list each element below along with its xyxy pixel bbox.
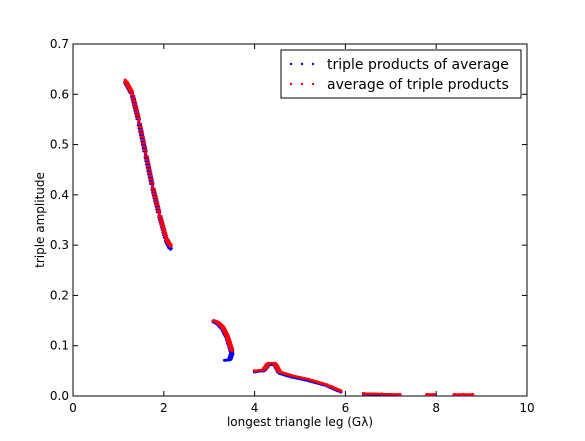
data-point [140, 122, 143, 125]
data-point [161, 219, 165, 222]
data-point [150, 171, 153, 174]
y-tick-label: 0.6 [50, 87, 69, 101]
legend-dot [300, 82, 304, 86]
data-point [398, 392, 402, 397]
y-tick-label: 0.2 [50, 288, 69, 302]
data-point [134, 99, 137, 103]
legend-dot [311, 62, 315, 66]
data-point [130, 91, 134, 95]
data-point [150, 174, 154, 178]
legend-dot [289, 82, 293, 86]
data-point [223, 358, 227, 362]
data-point [165, 232, 168, 235]
data-point [137, 118, 141, 123]
data-point [136, 108, 139, 111]
data-point [470, 392, 475, 397]
data-point [156, 198, 159, 201]
data-point [140, 125, 143, 129]
x-tick-label: 8 [432, 401, 440, 415]
data-point [154, 193, 158, 196]
data-point [135, 105, 139, 108]
data-point [144, 151, 148, 155]
data-point [165, 234, 169, 237]
data-point [163, 224, 166, 227]
data-point [142, 132, 145, 135]
x-tick-label: 6 [342, 401, 350, 415]
x-tick-label: 0 [69, 401, 77, 415]
data-point [148, 161, 151, 165]
data-point [144, 145, 147, 148]
data-point [154, 190, 157, 193]
data-point [339, 389, 343, 393]
data-point [160, 214, 163, 218]
data-point [141, 129, 144, 132]
legend-label-1: average of triple products [327, 77, 509, 93]
data-point [148, 165, 152, 168]
data-point [151, 178, 154, 181]
y-tick-label: 0.3 [50, 238, 69, 252]
legend-dot [289, 62, 293, 66]
y-tick-label: 0.0 [50, 389, 69, 403]
data-point [143, 138, 146, 142]
legend-box [280, 49, 522, 99]
data-point [157, 201, 160, 204]
y-tick-label: 0.1 [50, 339, 69, 353]
data-point [157, 204, 160, 207]
data-point [150, 184, 155, 188]
x-tick-label: 4 [251, 401, 259, 415]
axis-ticks: 0 2 4 6 8 10 0.0 0.1 0.2 0.3 0.4 0.5 0.6 0.7 [50, 37, 535, 415]
data-point [147, 158, 150, 161]
data-point [161, 217, 164, 220]
data-point [137, 113, 141, 117]
data-point [133, 97, 137, 100]
data-point [135, 102, 138, 105]
data-point [133, 94, 136, 97]
data-point [169, 244, 173, 248]
data-point [157, 211, 161, 216]
series-1 [123, 78, 475, 397]
data-point [142, 135, 145, 138]
data-point [158, 206, 161, 210]
data-point [155, 195, 158, 198]
data-point [144, 142, 147, 145]
legend-dot [300, 62, 304, 66]
legend-label-0: triple products of average [327, 57, 509, 73]
series-layer [123, 78, 475, 397]
data-point [230, 349, 234, 353]
data-point [152, 181, 155, 184]
data-point [163, 227, 167, 230]
y-tick-label: 0.4 [50, 188, 69, 202]
data-point [153, 187, 156, 190]
data-point [138, 116, 141, 119]
data-point [432, 392, 436, 397]
x-tick-label: 2 [160, 401, 168, 415]
data-point [162, 222, 165, 225]
data-point [145, 148, 148, 151]
y-tick-label: 0.5 [50, 138, 69, 152]
data-point [137, 111, 140, 114]
x-tick-label: 10 [519, 401, 534, 415]
legend-marker-0 [289, 62, 315, 66]
legend-dot [311, 82, 315, 86]
data-point [149, 168, 152, 171]
data-point [146, 155, 150, 158]
legend-marker-1 [289, 82, 315, 86]
plot-area [72, 43, 528, 397]
legend: triple products of average average of tr… [280, 49, 522, 99]
data-point [164, 229, 167, 232]
y-axis-label: triple amplitude [33, 172, 47, 268]
x-axis-label: longest triangle leg (Gλ) [227, 415, 373, 429]
data-point [169, 247, 173, 251]
data-point [159, 209, 162, 212]
y-tick-label: 0.7 [50, 37, 69, 51]
